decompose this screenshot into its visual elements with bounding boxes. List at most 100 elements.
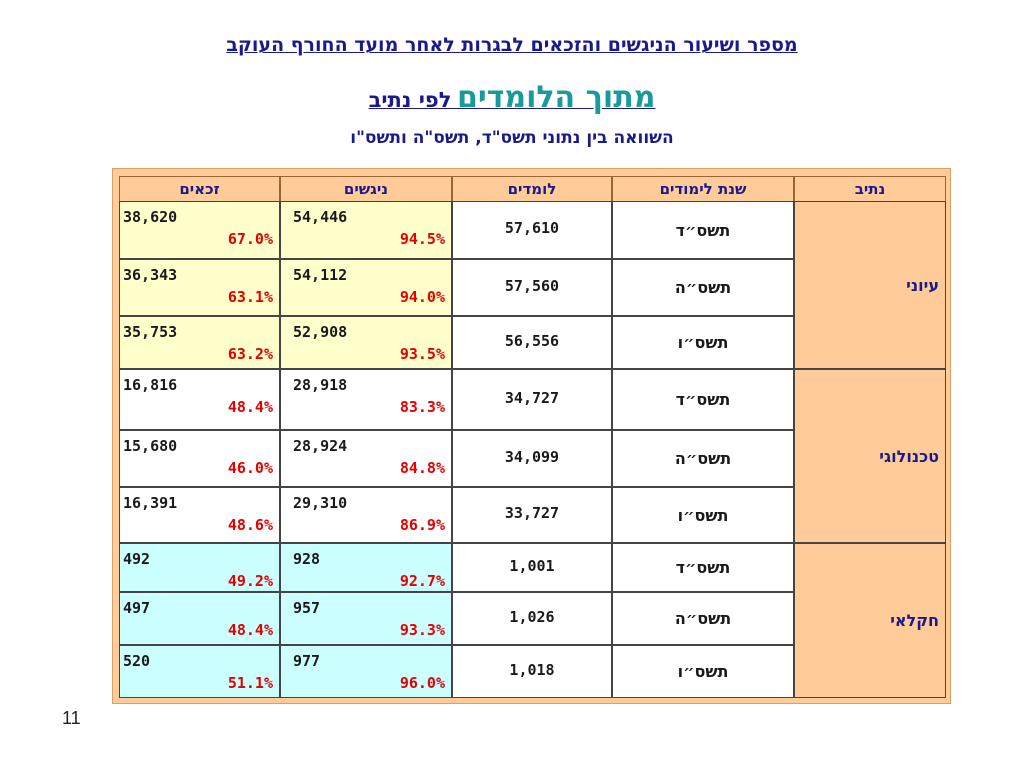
eligible-count: 15,680 xyxy=(123,437,178,455)
year-cell: תשס״ו xyxy=(612,316,794,369)
takers-percent: 83.3% xyxy=(399,398,445,416)
eligible-count: 520 xyxy=(123,652,151,670)
comparison-caption: השוואה בין נתוני תשס"ד, תשס"ה ותשס"ו xyxy=(350,128,674,148)
eligible-count: 38,620 xyxy=(123,208,178,226)
slide-subtitle: מתוך הלומדים לפי נתיב xyxy=(0,80,1024,115)
learners-cell: 1,018 xyxy=(452,645,612,698)
track-name: טכנולוגי xyxy=(879,446,939,466)
takers-cell: 928 92.7% xyxy=(280,543,452,592)
track-cell: חקלאי xyxy=(794,543,946,698)
takers-count: 29,310 xyxy=(293,494,348,512)
eligible-percent: 48.6% xyxy=(227,516,273,534)
takers-cell: 977 96.0% xyxy=(280,645,452,698)
header-eligible: זכאים xyxy=(119,176,280,202)
eligible-count: 36,343 xyxy=(123,266,178,284)
learners-count: 1,001 xyxy=(509,556,555,575)
learners-cell: 57,610 xyxy=(452,201,612,259)
eligible-cell: 35,753 63.2% xyxy=(119,316,280,369)
school-year: תשס״ה xyxy=(674,278,732,297)
track-cell: טכנולוגי xyxy=(794,369,946,543)
learners-count: 57,610 xyxy=(504,219,560,237)
learners-count: 34,727 xyxy=(504,388,560,407)
learners-count: 34,099 xyxy=(504,447,560,466)
learners-count: 57,560 xyxy=(504,276,560,295)
subtitle-suffix: לפי נתיב xyxy=(368,88,452,112)
learners-cell: 34,099 xyxy=(452,430,612,487)
track-name: חקלאי xyxy=(890,611,939,630)
eligible-cell: 15,680 46.0% xyxy=(119,430,280,487)
year-cell: תשס״ה xyxy=(612,430,794,487)
learners-cell: 57,560 xyxy=(452,259,612,316)
year-cell: תשס״ו xyxy=(612,487,794,543)
takers-count: 28,918 xyxy=(293,376,348,394)
eligible-percent: 51.1% xyxy=(227,674,273,692)
eligible-count: 16,391 xyxy=(123,494,178,512)
eligible-count: 492 xyxy=(123,550,151,568)
school-year: תשס״ה xyxy=(674,449,732,468)
year-cell: תשס״ה xyxy=(612,259,794,316)
eligible-percent: 63.2% xyxy=(227,345,273,363)
eligible-cell: 16,816 48.4% xyxy=(119,369,280,430)
eligible-percent: 48.4% xyxy=(227,398,273,416)
learners-count: 1,026 xyxy=(509,607,555,626)
school-year: תשס״ה xyxy=(674,609,732,628)
takers-percent: 92.7% xyxy=(399,572,445,590)
learners-cell: 1,001 xyxy=(452,543,612,592)
page-number: 11 xyxy=(62,708,81,728)
track-name: עיוני xyxy=(906,275,939,295)
subtitle-emphasis: מתוך הלומדים xyxy=(457,80,656,115)
takers-percent: 86.9% xyxy=(399,516,445,534)
eligible-cell: 497 48.4% xyxy=(119,592,280,645)
takers-percent: 94.0% xyxy=(399,288,445,306)
learners-cell: 34,727 xyxy=(452,369,612,430)
eligible-percent: 67.0% xyxy=(227,230,273,248)
slide-title: מספר ושיעור הניגשים והזכאים לבגרות לאחר … xyxy=(226,34,798,56)
school-year: תשס״ו xyxy=(677,662,729,681)
school-year: תשס״ד xyxy=(675,558,731,577)
eligible-cell: 520 51.1% xyxy=(119,645,280,698)
year-cell: תשס״ו xyxy=(612,645,794,698)
header-year: שנת לימודים xyxy=(612,176,794,202)
eligible-percent: 49.2% xyxy=(227,572,273,590)
takers-cell: 28,918 83.3% xyxy=(280,369,452,430)
learners-count: 1,018 xyxy=(509,660,555,679)
eligible-count: 35,753 xyxy=(123,323,178,341)
track-cell: עיוני xyxy=(794,201,946,369)
learners-cell: 33,727 xyxy=(452,487,612,543)
takers-cell: 29,310 86.9% xyxy=(280,487,452,543)
takers-count: 928 xyxy=(293,550,321,568)
takers-percent: 96.0% xyxy=(399,674,445,692)
takers-cell: 54,112 94.0% xyxy=(280,259,452,316)
eligible-percent: 48.4% xyxy=(227,621,273,639)
takers-count: 52,908 xyxy=(293,323,348,341)
eligible-cell: 492 49.2% xyxy=(119,543,280,592)
school-year: תשס״ו xyxy=(677,505,729,525)
takers-count: 54,112 xyxy=(293,266,348,284)
takers-percent: 93.3% xyxy=(399,621,445,639)
year-cell: תשס״ד xyxy=(612,201,794,259)
year-cell: תשס״ד xyxy=(612,369,794,430)
takers-cell: 957 93.3% xyxy=(280,592,452,645)
school-year: תשס״ד xyxy=(675,390,731,409)
takers-count: 54,446 xyxy=(293,208,348,226)
takers-cell: 52,908 93.5% xyxy=(280,316,452,369)
header-takers: ניגשים xyxy=(280,176,452,202)
learners-count: 56,556 xyxy=(504,331,560,350)
takers-count: 977 xyxy=(293,652,321,670)
year-cell: תשס״ד xyxy=(612,543,794,592)
takers-cell: 54,446 94.5% xyxy=(280,201,452,259)
header-track: נתיב xyxy=(794,176,946,202)
eligible-percent: 46.0% xyxy=(227,459,273,477)
learners-count: 33,727 xyxy=(504,504,560,522)
eligible-count: 497 xyxy=(123,599,151,617)
eligible-cell: 36,343 63.1% xyxy=(119,259,280,316)
header-learners: לומדים xyxy=(452,176,612,202)
eligible-percent: 63.1% xyxy=(227,288,273,306)
takers-percent: 93.5% xyxy=(399,345,445,363)
eligible-cell: 16,391 48.6% xyxy=(119,487,280,543)
takers-percent: 94.5% xyxy=(399,230,445,248)
learners-cell: 1,026 xyxy=(452,592,612,645)
year-cell: תשס״ה xyxy=(612,592,794,645)
takers-count: 957 xyxy=(293,599,321,617)
takers-cell: 28,924 84.8% xyxy=(280,430,452,487)
